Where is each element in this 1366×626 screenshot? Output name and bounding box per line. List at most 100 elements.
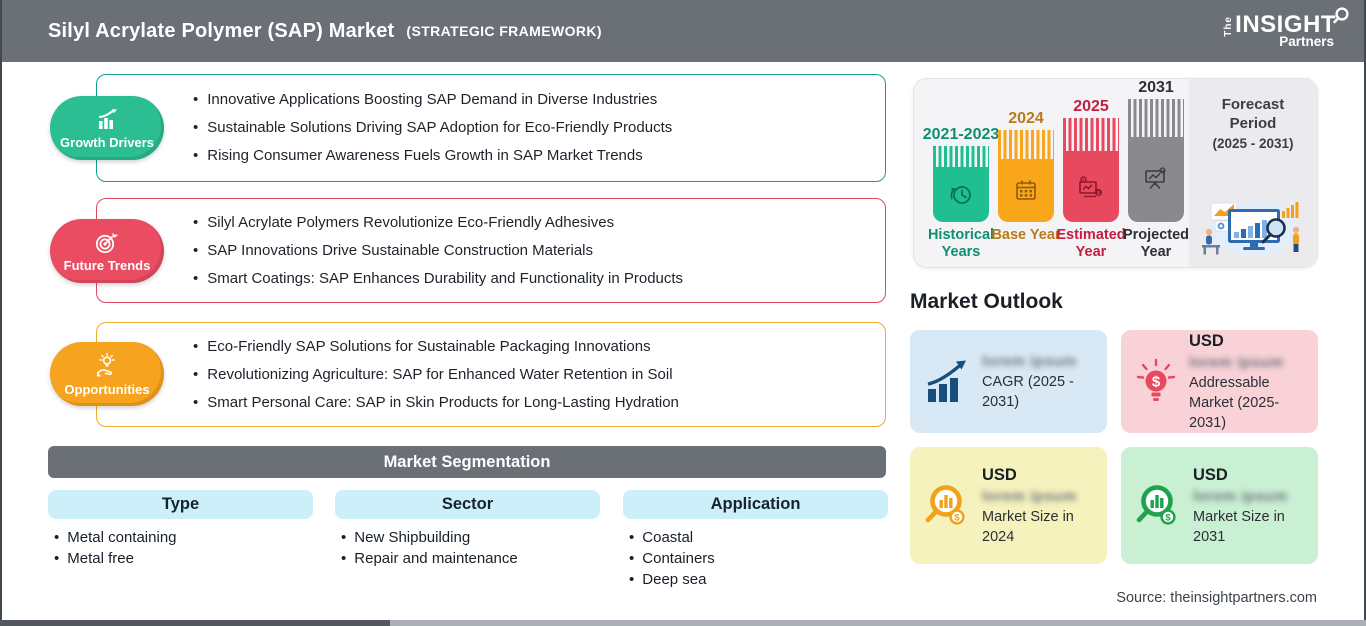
timeline-bar-historical: 2021-2023 (923, 126, 999, 222)
future-trends-badge: Future Trends (50, 219, 164, 283)
growth-chart-icon (98, 108, 117, 129)
calendar-icon (1016, 180, 1036, 200)
list-item: Smart Personal Care: SAP in Skin Product… (193, 389, 867, 417)
bar-stripes (1128, 99, 1184, 137)
usd-label: USD (1193, 465, 1228, 484)
addressable-market-card: $ USD lorem ipsum Addressable Market (20… (1121, 330, 1318, 433)
svg-text:$: $ (1097, 190, 1101, 196)
bar-body (933, 167, 989, 222)
insight-partners-logo: The INSIGHT Partners (1223, 7, 1349, 49)
idea-hand-icon (97, 352, 115, 376)
timeline-bar-estimated: 2025 $ (1063, 98, 1119, 222)
badge-label: Growth Drivers (60, 134, 154, 150)
list-item: Coastal (629, 527, 888, 548)
bar-caption: Estimated Year (1056, 227, 1126, 260)
source-attribution: Source: theinsightpartners.com (1116, 590, 1317, 606)
timeline-bar-base: 2024 (998, 110, 1054, 222)
blurred-value: lorem ipsum (1189, 353, 1284, 371)
market-segmentation-header: Market Segmentation (48, 446, 886, 478)
scrollbar-thumb[interactable] (0, 620, 390, 626)
bar-stripes (933, 146, 989, 167)
bar-stripes (1063, 118, 1119, 151)
header-bar: Silyl Acrylate Polymer (SAP) Market (STR… (0, 0, 1366, 62)
bar-caption: Base Year (991, 227, 1061, 243)
list-item: Metal free (54, 548, 313, 569)
market-size-2024-card: $ USD lorem ipsum Market Size in 2024 (910, 447, 1107, 564)
list-item: Containers (629, 548, 888, 569)
card-label: Addressable Market (2025-2031) (1189, 374, 1280, 431)
forecast-period-panel: Forecast Period (2025 - 2031) (1189, 79, 1317, 267)
blurred-value: lorem ipsum (982, 353, 1077, 370)
projection-screen-icon (1145, 166, 1166, 189)
list-item: Repair and maintenance (341, 548, 600, 569)
svg-text:$: $ (954, 512, 960, 523)
badge-label: Opportunities (64, 381, 150, 397)
opportunities-box: Eco-Friendly SAP Solutions for Sustainab… (96, 322, 886, 427)
badge-label: Future Trends (63, 257, 151, 273)
usd-label: USD (982, 465, 1017, 484)
horizontal-scrollbar[interactable] (0, 620, 1366, 626)
future-trends-list: Silyl Acrylate Polymers Revolutionize Ec… (97, 199, 885, 304)
bar-body (998, 159, 1054, 222)
cagr-growth-icon (927, 360, 966, 402)
usd-label: USD (1189, 331, 1224, 350)
bar-stripes (998, 130, 1054, 159)
analytics-illustration (1202, 202, 1300, 256)
bar-body (1128, 137, 1184, 222)
logo-the-text: The (1223, 16, 1235, 37)
opportunities-list: Eco-Friendly SAP Solutions for Sustainab… (97, 323, 885, 428)
history-clock-icon (950, 185, 971, 204)
window-right-edge (1364, 0, 1366, 626)
card-label: Market Size in 2024 (982, 508, 1074, 545)
card-label: Market Size in 2031 (1193, 508, 1285, 545)
timeline-panel: Forecast Period (2025 - 2031) (913, 78, 1318, 268)
list-item: Smart Coatings: SAP Enhances Durability … (193, 265, 867, 293)
blurred-value: lorem ipsum (982, 487, 1077, 505)
column-header: Sector (335, 490, 600, 519)
magnifier-chart-icon: $ (925, 484, 965, 525)
opportunities-badge: Opportunities (50, 342, 164, 406)
bar-caption: Historical Years (927, 227, 995, 260)
column-header: Application (623, 490, 888, 519)
target-icon (95, 232, 119, 253)
estimate-chart-icon: $ (1079, 175, 1103, 197)
segmentation-column-application: Application Coastal Containers Deep sea (623, 490, 888, 590)
list-item: SAP Innovations Drive Sustainable Constr… (193, 237, 867, 265)
segmentation-column-sector: Sector New Shipbuilding Repair and maint… (335, 490, 600, 569)
market-size-2031-card: $ USD lorem ipsum Market Size in 2031 (1121, 447, 1318, 564)
forecast-range: (2025 - 2031) (1212, 136, 1294, 151)
bar-year-label: 2025 (1073, 98, 1109, 115)
forecast-title: Forecast Period (1221, 96, 1285, 132)
list-item: Rising Consumer Awareness Fuels Growth i… (193, 142, 867, 170)
list-item: Eco-Friendly SAP Solutions for Sustainab… (193, 333, 867, 361)
window-left-edge (0, 0, 2, 626)
bar-year-label: 2024 (1008, 110, 1044, 127)
list-item: Innovative Applications Boosting SAP Dem… (193, 86, 867, 114)
logo-insight-text: INSIGHT (1235, 7, 1349, 37)
cagr-card: lorem ipsum CAGR (2025 - 2031) (910, 330, 1107, 433)
growth-drivers-badge: Growth Drivers (50, 96, 164, 160)
logo-partners-text: Partners (1279, 34, 1334, 49)
magnifier-chart-icon: $ (1136, 484, 1176, 525)
list-item: New Shipbuilding (341, 527, 600, 548)
market-outlook-title: Market Outlook (910, 290, 1063, 313)
bar-caption: Projected Year (1122, 227, 1190, 260)
bar-body: $ (1063, 151, 1119, 222)
bar-year-label: 2021-2023 (922, 126, 1000, 143)
page-title: Silyl Acrylate Polymer (SAP) Market (48, 19, 395, 42)
growth-drivers-box: Innovative Applications Boosting SAP Dem… (96, 74, 886, 182)
magnifier-icon (1333, 7, 1349, 24)
bar-year-label: 2031 (1138, 79, 1174, 96)
svg-text:$: $ (1152, 373, 1161, 390)
list-item: Deep sea (629, 569, 888, 590)
card-label: CAGR (2025 - 2031) (982, 374, 1074, 410)
growth-drivers-list: Innovative Applications Boosting SAP Dem… (97, 75, 885, 181)
future-trends-box: Silyl Acrylate Polymers Revolutionize Ec… (96, 198, 886, 303)
list-item: Metal containing (54, 527, 313, 548)
list-item: Silyl Acrylate Polymers Revolutionize Ec… (193, 209, 867, 237)
list-item: Revolutionizing Agriculture: SAP for Enh… (193, 361, 867, 389)
dollar-bulb-icon: $ (1136, 358, 1176, 401)
segmentation-column-type: Type Metal containing Metal free (48, 490, 313, 569)
page-subtitle: (STRATEGIC FRAMEWORK) (406, 23, 602, 39)
column-header: Type (48, 490, 313, 519)
